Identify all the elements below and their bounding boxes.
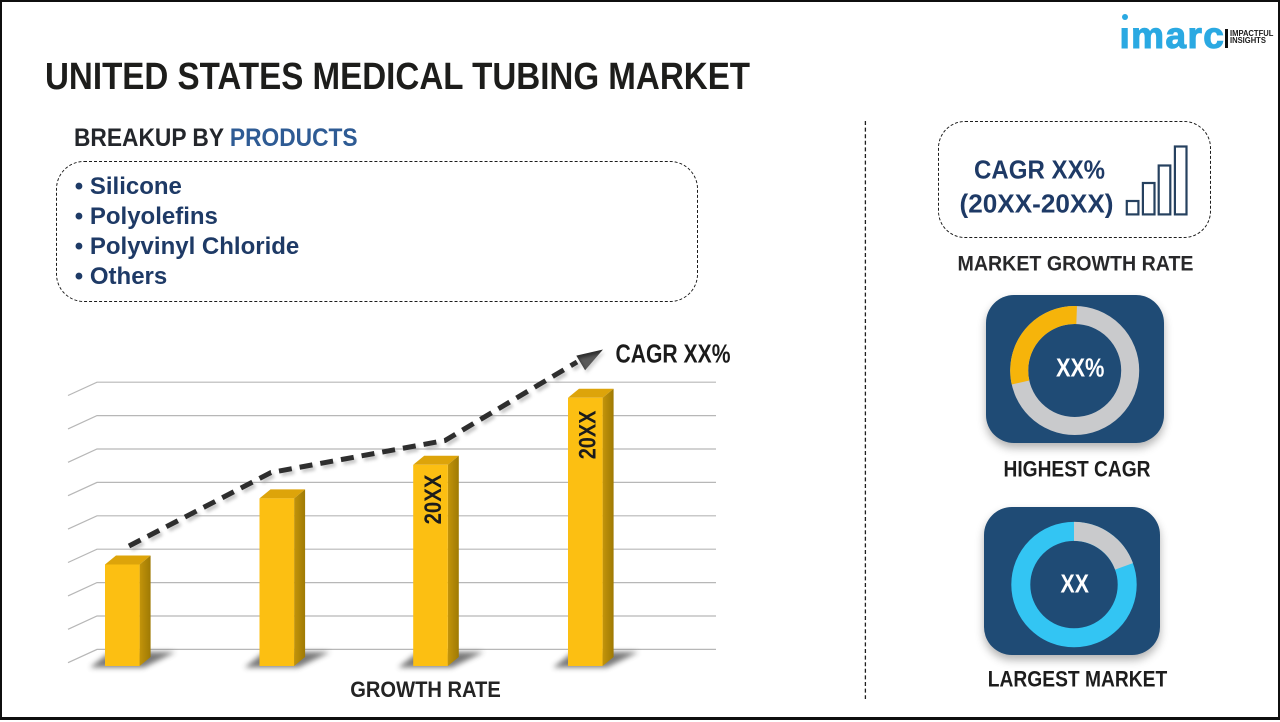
svg-text:XX: XX — [1060, 569, 1089, 599]
svg-text:20XX: 20XX — [575, 410, 602, 459]
svg-text:(20XX-20XX): (20XX-20XX) — [960, 189, 1114, 219]
svg-text:HIGHEST CAGR: HIGHEST CAGR — [1004, 457, 1151, 482]
svg-text:XX%: XX% — [1056, 354, 1105, 382]
svg-text:20XX: 20XX — [420, 474, 447, 524]
svg-text:CAGR XX%: CAGR XX% — [616, 338, 731, 368]
svg-text:MARKET GROWTH RATE: MARKET GROWTH RATE — [958, 253, 1194, 276]
svg-text:GROWTH RATE: GROWTH RATE — [350, 677, 501, 702]
svg-text:LARGEST MARKET: LARGEST MARKET — [988, 667, 1168, 692]
svg-text:CAGR XX%: CAGR XX% — [974, 155, 1105, 185]
